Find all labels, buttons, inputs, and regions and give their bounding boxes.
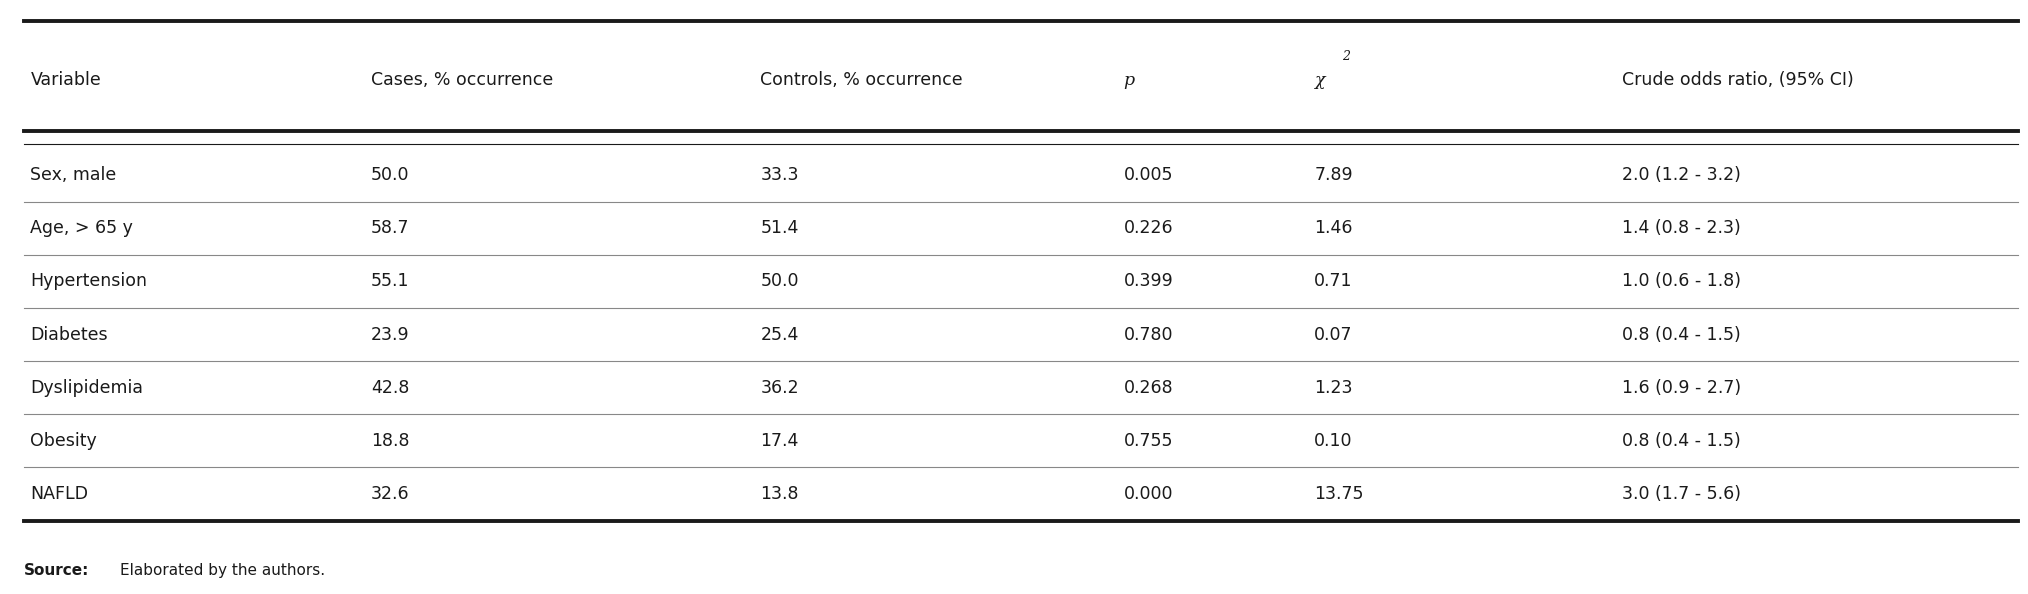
Text: 0.399: 0.399 — [1124, 273, 1174, 290]
Text: 0.226: 0.226 — [1124, 219, 1172, 237]
Text: 25.4: 25.4 — [760, 326, 799, 343]
Text: 2.0 (1.2 - 3.2): 2.0 (1.2 - 3.2) — [1622, 166, 1742, 184]
Text: 1.6 (0.9 - 2.7): 1.6 (0.9 - 2.7) — [1622, 379, 1742, 397]
Text: 13.8: 13.8 — [760, 485, 799, 503]
Text: χ: χ — [1314, 72, 1324, 89]
Text: Elaborated by the authors.: Elaborated by the authors. — [120, 563, 324, 578]
Text: 51.4: 51.4 — [760, 219, 799, 237]
Text: 0.780: 0.780 — [1124, 326, 1172, 343]
Text: 1.46: 1.46 — [1314, 219, 1353, 237]
Text: 0.755: 0.755 — [1124, 432, 1172, 450]
Text: 0.10: 0.10 — [1314, 432, 1353, 450]
Text: 23.9: 23.9 — [371, 326, 410, 343]
Text: 0.268: 0.268 — [1124, 379, 1172, 397]
Text: 32.6: 32.6 — [371, 485, 410, 503]
Text: Cases, % occurrence: Cases, % occurrence — [371, 71, 554, 89]
Text: 3.0 (1.7 - 5.6): 3.0 (1.7 - 5.6) — [1622, 485, 1742, 503]
Text: 50.0: 50.0 — [371, 166, 410, 184]
Text: 55.1: 55.1 — [371, 273, 410, 290]
Text: 1.0 (0.6 - 1.8): 1.0 (0.6 - 1.8) — [1622, 273, 1742, 290]
Text: Variable: Variable — [30, 71, 101, 89]
Text: 0.8 (0.4 - 1.5): 0.8 (0.4 - 1.5) — [1622, 326, 1742, 343]
Text: Hypertension: Hypertension — [30, 273, 148, 290]
Text: 0.8 (0.4 - 1.5): 0.8 (0.4 - 1.5) — [1622, 432, 1742, 450]
Text: 50.0: 50.0 — [760, 273, 799, 290]
Text: Age, > 65 y: Age, > 65 y — [30, 219, 134, 237]
Text: Dyslipidemia: Dyslipidemia — [30, 379, 144, 397]
Text: 33.3: 33.3 — [760, 166, 799, 184]
Text: Source:: Source: — [24, 563, 89, 578]
Text: 13.75: 13.75 — [1314, 485, 1363, 503]
Text: Crude odds ratio, (95% CI): Crude odds ratio, (95% CI) — [1622, 71, 1854, 89]
Text: 17.4: 17.4 — [760, 432, 799, 450]
Text: Controls, % occurrence: Controls, % occurrence — [760, 71, 963, 89]
Text: 0.000: 0.000 — [1124, 485, 1172, 503]
Text: 0.07: 0.07 — [1314, 326, 1353, 343]
Text: Obesity: Obesity — [30, 432, 97, 450]
Text: Diabetes: Diabetes — [30, 326, 107, 343]
Text: 1.4 (0.8 - 2.3): 1.4 (0.8 - 2.3) — [1622, 219, 1742, 237]
Text: 1.23: 1.23 — [1314, 379, 1353, 397]
Text: 7.89: 7.89 — [1314, 166, 1353, 184]
Text: Sex, male: Sex, male — [30, 166, 118, 184]
Text: 42.8: 42.8 — [371, 379, 410, 397]
Text: 2: 2 — [1343, 50, 1351, 63]
Text: 58.7: 58.7 — [371, 219, 410, 237]
Text: NAFLD: NAFLD — [30, 485, 89, 503]
Text: 0.71: 0.71 — [1314, 273, 1353, 290]
Text: p: p — [1124, 72, 1134, 89]
Text: 18.8: 18.8 — [371, 432, 410, 450]
Text: 0.005: 0.005 — [1124, 166, 1172, 184]
Text: 36.2: 36.2 — [760, 379, 799, 397]
